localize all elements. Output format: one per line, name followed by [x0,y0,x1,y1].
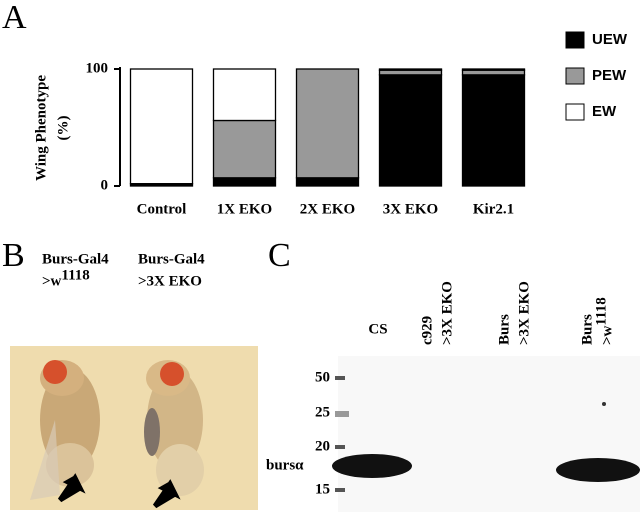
y-tick-label: 0 [101,177,109,193]
marker-label: 50 [315,369,330,385]
x-tick-label: Control [137,201,187,217]
legend-label: UEW [592,31,628,48]
x-tick-label: 2X EKO [300,201,355,217]
x-tick-label: 3X EKO [383,201,438,217]
panel-letter: C [268,237,291,274]
label-line: >3X EKO [516,281,532,345]
bar-segment [378,69,443,76]
western-blot [332,356,640,512]
bar-segment [378,74,443,187]
marker-label: 25 [315,404,330,420]
label-line: >3X EKO [439,281,455,345]
band-label: bursα [266,457,304,473]
panel-letter: A [2,0,27,36]
label-line: Burs [496,314,512,345]
marker-label: 15 [315,481,330,497]
label-line: Burs-Gal4 [138,251,205,267]
lane-label: c929 >3X EKO [419,281,455,345]
label-line: Burs-Gal4 [42,251,109,267]
lane-label: Burs >3X EKO [496,281,532,345]
y-axis-label: (%) [55,116,71,141]
label-superscript: 1118 [593,297,609,325]
label-line: c929 [419,316,435,345]
legend-label: EW [592,103,617,120]
fly-photo [10,346,258,510]
label-line: Burs [579,314,595,345]
bar-segment [461,69,526,76]
bar-segment [295,177,360,187]
bar-segment [212,68,277,122]
bar-segment [295,68,360,179]
marker-label: 20 [315,438,330,454]
legend-swatch [565,31,585,49]
bar-segment [378,68,443,71]
x-tick-label: 1X EKO [217,201,272,217]
x-tick-label: Kir2.1 [473,201,514,217]
bar-segment [461,68,526,71]
label-line: >w [599,325,615,345]
label-superscript: 1118 [61,267,89,283]
bar-segment [212,119,277,179]
legend-swatch [565,67,585,85]
bar-segment [461,74,526,187]
legend-label: PEW [592,67,627,84]
label-line: CS [368,321,387,337]
y-tick-label: 100 [86,60,109,76]
bar-segment [129,68,194,185]
label-line: >w [42,273,62,289]
legend-swatch [565,103,585,121]
panel-letter: B [2,237,25,274]
label-line: >3X EKO [138,273,202,289]
y-axis-label: Wing Phenotype [33,75,49,181]
y-axis-label: (%) [55,116,71,141]
y-axis-label: Wing Phenotype [33,75,49,181]
bar-segment [212,177,277,187]
